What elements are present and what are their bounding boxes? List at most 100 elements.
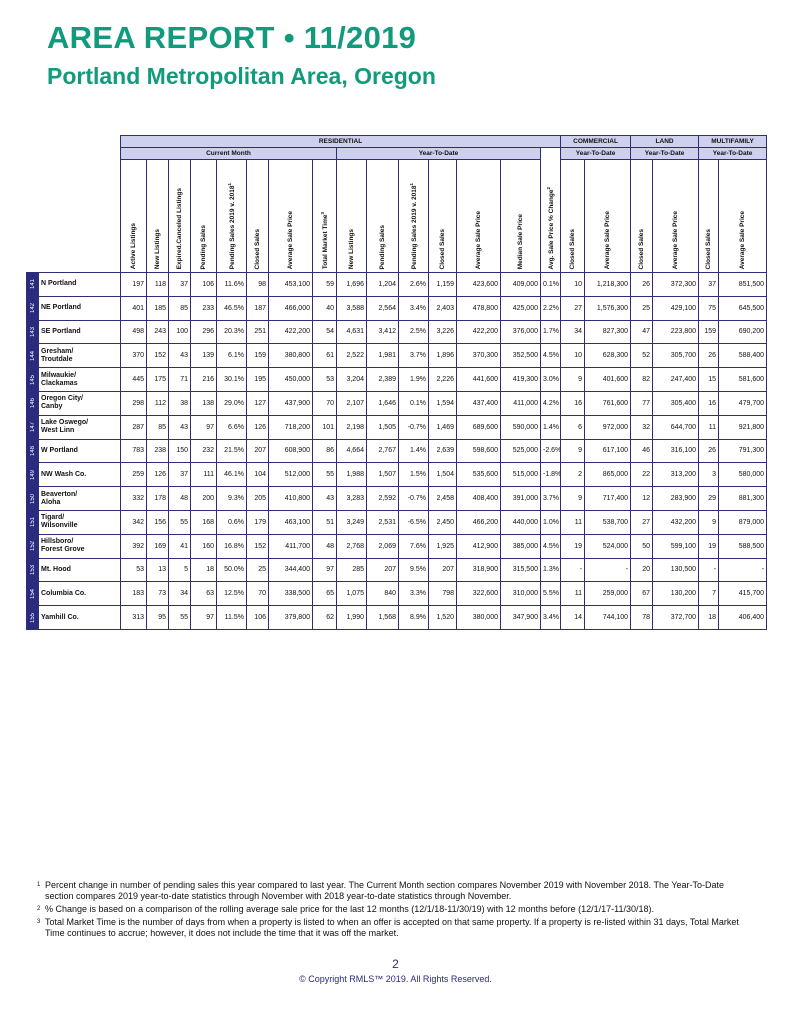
cell: 690,200: [718, 319, 768, 345]
cell: 200: [190, 486, 217, 511]
data-row: 152 Hillsboro/ Forest Grove 392 169 41 160 16.…: [26, 533, 768, 559]
area-name: Gresham/ Troutdale: [38, 343, 121, 369]
cell: 1,988: [336, 462, 367, 488]
cell: 48: [168, 486, 191, 511]
cell: 2,768: [336, 533, 367, 559]
cell: 2,450: [428, 509, 457, 535]
data-row: 145 Milwaukie/ Clackamas 445 175 71 216 30.1% 1…: [26, 367, 768, 392]
cell: 178: [146, 486, 169, 511]
column-header: Average Sale Price: [584, 159, 632, 273]
cell: 98: [246, 272, 269, 297]
area-name: NE Portland: [38, 295, 121, 321]
subtitle: Portland Metropolitan Area, Oregon: [47, 63, 436, 89]
note-marker: 1: [408, 182, 414, 186]
column-text: Average Sale Price: [475, 210, 482, 269]
column-text: Average Sale Price: [739, 210, 747, 269]
cell: 479,700: [718, 390, 768, 416]
area-code: 148: [26, 438, 39, 464]
cell: 588,500: [718, 533, 768, 559]
cell: 1,576,300: [584, 295, 632, 321]
cell: 169: [146, 533, 169, 559]
area-code: 154: [26, 581, 39, 607]
area-code: 142: [26, 295, 39, 321]
cell: 2,226: [428, 367, 457, 392]
cell: 75: [698, 295, 720, 321]
cell: 1.0%: [539, 509, 562, 535]
data-row: 149 NW Wash Co. 259 126 37 111 46.1% 104 512,000…: [26, 462, 768, 488]
cell: 783: [120, 438, 147, 464]
cell: 97: [190, 605, 217, 630]
area-name: N Portland: [38, 272, 121, 297]
cell: 599,100: [652, 533, 700, 559]
column-label: New Listings: [348, 229, 355, 269]
cell: 419,300: [500, 367, 541, 392]
cell: 305,400: [652, 390, 700, 416]
area-code-text: 152: [29, 541, 36, 552]
area-name: Yamhill Co.: [38, 605, 121, 630]
cell: 744,100: [584, 605, 632, 630]
cell: 342: [120, 509, 147, 535]
cell: 41: [168, 533, 191, 559]
cell: 55: [168, 509, 191, 535]
cell: 179: [246, 509, 269, 535]
column-header: Closed Sales: [698, 159, 720, 273]
column-label: Closed Sales: [254, 229, 261, 269]
cell: 1.3%: [539, 557, 562, 583]
cell: 71: [168, 367, 191, 392]
subgroup-header: Year-To-Date: [630, 147, 700, 160]
area-code: 145: [26, 367, 39, 392]
cell: 5.5%: [539, 581, 562, 607]
data-row: 142 NE Portland 401 185 85 233 46.5% 187 466,000…: [26, 295, 768, 321]
cell: 379,800: [268, 605, 313, 630]
cell: 525,000: [500, 438, 541, 464]
cell: 159: [246, 343, 269, 369]
column-text: Expired.Canceled Listings: [176, 187, 183, 269]
column-label: Closed Sales: [638, 229, 645, 269]
footnote: 2 % Change is based on a comparison of th…: [37, 904, 742, 915]
cell: 1,646: [366, 390, 399, 416]
column-header: New Listings: [336, 159, 367, 273]
cell: 53: [312, 367, 337, 392]
cell: 1,504: [428, 462, 457, 488]
cell: 310,000: [500, 581, 541, 607]
cell: 78: [630, 605, 654, 630]
data-row: 154 Columbia Co. 183 73 34 63 12.5% 70 338,500 65…: [26, 581, 768, 607]
cell: 26: [630, 272, 654, 297]
cell: 159: [698, 319, 720, 345]
column-header: Pending Sales: [190, 159, 217, 273]
cell: 1,505: [366, 414, 399, 440]
area-code-text: 148: [29, 445, 36, 456]
cell: 972,000: [584, 414, 632, 440]
cell: 617,100: [584, 438, 632, 464]
cell: 392: [120, 533, 147, 559]
cell: 51: [312, 509, 337, 535]
cell: 25: [630, 295, 654, 321]
area-code-text: 150: [29, 493, 36, 504]
column-label: Total Market Time3: [320, 212, 329, 269]
cell: 3.3%: [398, 581, 429, 607]
cell: 1,696: [336, 272, 367, 297]
area-code-text: 149: [29, 469, 36, 480]
cell: 313,200: [652, 462, 700, 488]
cell: 183: [120, 581, 147, 607]
cell: 4.5%: [539, 343, 562, 369]
footnote-marker: 3: [37, 919, 41, 925]
cell: 401: [120, 295, 147, 321]
cell: 412,900: [456, 533, 501, 559]
cell: -0.7%: [398, 414, 429, 440]
cell: 25: [246, 557, 269, 583]
cell: 370,300: [456, 343, 501, 369]
cell: 1,204: [366, 272, 399, 297]
area-code: 144: [26, 343, 39, 369]
cell: 1,159: [428, 272, 457, 297]
cell: -6.5%: [398, 509, 429, 535]
cell: 27: [630, 509, 654, 535]
cell: 401,600: [584, 367, 632, 392]
cell: 18: [698, 605, 720, 630]
cell: 106: [246, 605, 269, 630]
group-header: LAND: [630, 135, 700, 148]
cell: 238: [146, 438, 169, 464]
cell: 46.5%: [216, 295, 247, 321]
column-header: Pending Sales 2019 v. 20181: [398, 159, 429, 273]
